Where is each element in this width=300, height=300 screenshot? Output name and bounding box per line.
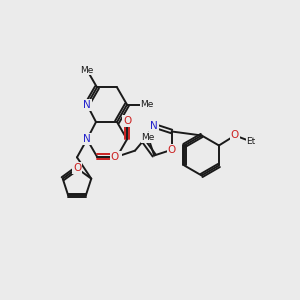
Text: O: O <box>231 130 239 140</box>
Text: Me: Me <box>140 100 154 109</box>
Text: N: N <box>113 152 121 162</box>
Text: O: O <box>123 116 131 126</box>
Text: N: N <box>83 100 91 110</box>
Text: O: O <box>73 163 81 173</box>
Text: O: O <box>111 152 119 162</box>
Text: N: N <box>150 121 158 131</box>
Text: Me: Me <box>142 133 155 142</box>
Text: N: N <box>83 134 91 144</box>
Text: Me: Me <box>80 65 94 74</box>
Text: Et: Et <box>246 137 256 146</box>
Text: O: O <box>167 145 176 155</box>
